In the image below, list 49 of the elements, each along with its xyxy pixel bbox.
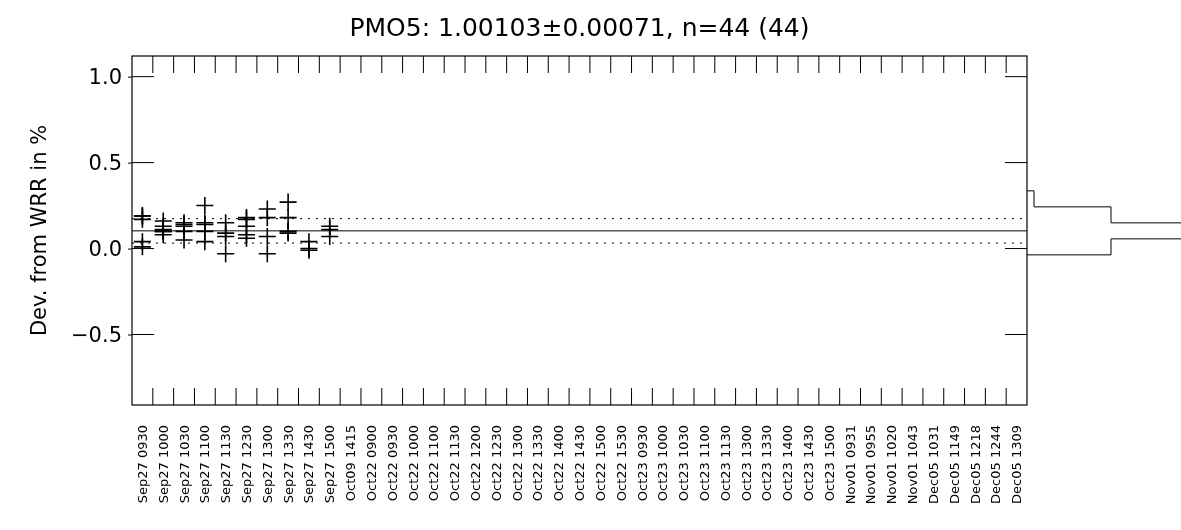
x-tick-label: Oct23 1430 [801, 425, 816, 502]
x-tick-label: Dec05 1031 [925, 425, 941, 504]
x-tick-label: Oct22 1300 [509, 425, 525, 502]
x-tick-label: Oct22 1100 [426, 425, 442, 502]
x-tick-label: Nov01 1043 [905, 425, 921, 505]
x-tick-label: Oct23 1000 [655, 425, 671, 502]
x-tick-label: Oct23 1030 [676, 425, 692, 502]
x-tick-label: Sep27 1330 [280, 425, 296, 504]
x-tick-label: Oct22 1530 [613, 425, 629, 502]
y-tick-label: 0.5 [88, 150, 122, 175]
x-tick-label: Sep27 0930 [134, 425, 150, 504]
x-tick-label: Sep27 1300 [259, 425, 275, 504]
x-tick-label: Oct23 1130 [717, 425, 733, 502]
x-tick-label: Oct23 1300 [738, 425, 754, 502]
x-tick-label: Oct23 0930 [634, 425, 650, 502]
y-tick-label: −0.5 [71, 322, 122, 347]
y-tick-label: 0.0 [88, 236, 122, 261]
x-tick-label: Dec05 1244 [988, 425, 1004, 504]
x-tick-label: Oct23 1100 [696, 425, 712, 502]
x-tick-label: Oct22 1430 [572, 425, 588, 502]
x-tick-label: Dec05 1218 [967, 425, 983, 504]
x-tick-label: Dec05 1309 [1009, 425, 1025, 504]
x-tick-label: Oct22 1200 [467, 425, 483, 502]
x-tick-label: Nov01 0931 [842, 425, 858, 505]
x-tick-label: Oct22 1500 [592, 425, 608, 502]
x-tick-label: Oct09 1415 [343, 425, 359, 502]
x-tick-label: Oct22 1230 [488, 425, 504, 502]
x-tick-label: Oct22 0900 [363, 425, 379, 502]
x-tick-label: Sep27 1500 [322, 425, 338, 504]
x-tick-label: Oct22 1400 [551, 425, 567, 502]
x-tick-label: Dec05 1149 [946, 425, 962, 504]
x-tick-label: Oct22 1130 [447, 425, 463, 502]
x-tick-label: Sep27 1000 [155, 425, 171, 504]
x-tick-label: Sep27 1230 [239, 425, 255, 504]
x-tick-label: Oct23 1330 [759, 425, 775, 502]
x-tick-label: Oct22 1000 [405, 425, 421, 502]
x-tick-label: Sep27 1130 [218, 425, 234, 504]
y-axis-title: Dev. from WRR in % [27, 124, 51, 337]
x-tick-label: Sep27 1430 [301, 425, 317, 504]
x-tick-label: Oct23 1500 [821, 425, 837, 502]
x-tick-label: Sep27 1100 [197, 425, 213, 504]
y-tick-label: 1.0 [88, 64, 122, 89]
chart-title: PMO5: 1.00103±0.00071, n=44 (44) [349, 13, 810, 42]
x-tick-label: Nov01 1020 [884, 425, 900, 505]
x-tick-label: Oct22 0930 [384, 425, 400, 502]
x-tick-label: Nov01 0955 [863, 425, 879, 505]
x-tick-label: Sep27 1030 [176, 425, 192, 504]
x-tick-label: Oct22 1330 [530, 425, 546, 502]
x-tick-label: Oct23 1400 [780, 425, 796, 502]
